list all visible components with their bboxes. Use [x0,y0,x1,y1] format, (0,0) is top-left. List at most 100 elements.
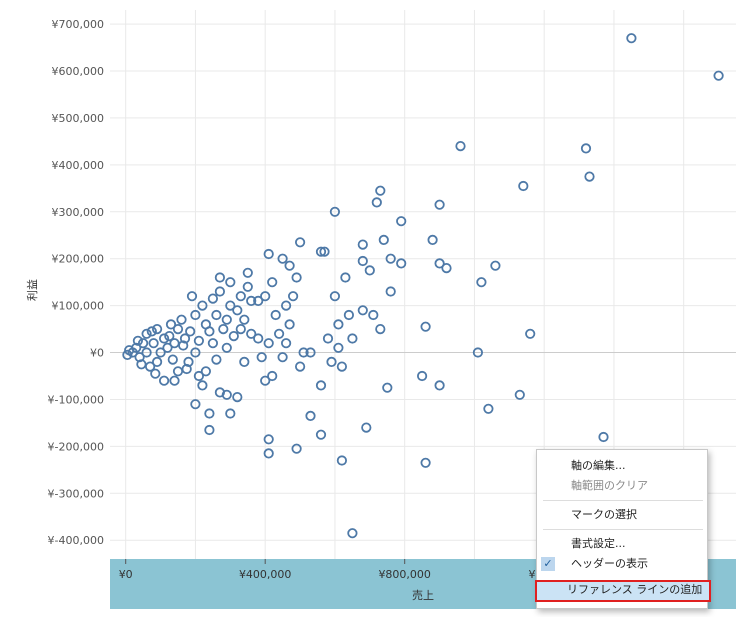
scatter-point[interactable] [319,246,330,257]
scatter-point[interactable] [141,328,152,339]
scatter-point[interactable] [214,272,225,283]
menu-item-add-reference-line[interactable]: リファレンス ラインの追加 [535,580,711,602]
scatter-point[interactable] [518,180,529,192]
scatter-point[interactable] [178,340,189,351]
scatter-point[interactable] [416,370,428,382]
scatter-point[interactable] [441,262,452,274]
scatter-point[interactable] [141,347,152,358]
scatter-point[interactable] [214,286,225,297]
scatter-point[interactable] [525,328,536,339]
context-menu[interactable]: 軸の編集... 軸範囲のクリア マークの選択 書式設定... ✓ ヘッダーの表示… [535,449,711,609]
scatter-point[interactable] [305,410,316,421]
scatter-point[interactable] [329,206,340,217]
scatter-point[interactable] [169,375,180,386]
menu-item-select-marks[interactable]: マークの選択 [571,508,637,521]
scatter-point[interactable] [193,370,204,382]
scatter-point[interactable] [305,347,316,358]
menu-item-edit-axis[interactable]: 軸の編集... [571,459,626,472]
scatter-point[interactable] [340,272,351,283]
scatter-point[interactable] [239,356,250,367]
scatter-point[interactable] [204,408,215,419]
scatter-point[interactable] [235,291,246,302]
scatter-point[interactable] [235,323,246,335]
menu-item-format[interactable]: 書式設定... [571,537,626,550]
scatter-point[interactable] [713,70,724,81]
scatter-point[interactable] [284,260,295,271]
scatter-point[interactable] [242,281,253,292]
scatter-point[interactable] [375,323,386,335]
scatter-point[interactable] [190,399,201,410]
scatter-point[interactable] [162,342,173,353]
scatter-point[interactable] [181,363,192,375]
scatter-point[interactable] [284,319,295,330]
scatter-point[interactable] [159,333,170,344]
scatter-point[interactable] [239,314,250,325]
scatter-point[interactable] [207,338,218,349]
scatter-point[interactable] [291,443,302,454]
scatter-point[interactable] [207,293,218,304]
scatter-point[interactable] [322,333,334,344]
scatter-point[interactable] [298,347,309,358]
scatter-point[interactable] [315,429,327,440]
scatter-point[interactable] [277,352,288,363]
scatter-point[interactable] [225,277,236,288]
scatter-point[interactable] [225,300,236,311]
scatter-point[interactable] [152,356,163,367]
scatter-point[interactable] [396,258,407,269]
scatter-point[interactable] [167,354,178,365]
scatter-point[interactable] [291,272,302,283]
scatter-point[interactable] [294,361,306,372]
scatter-point[interactable] [490,260,501,271]
scatter-point[interactable] [472,347,483,358]
scatter-point[interactable] [361,422,372,433]
scatter-point[interactable] [267,370,278,382]
scatter-point[interactable] [263,248,274,260]
scatter-point[interactable] [420,321,431,332]
scatter-point[interactable] [434,258,445,269]
scatter-point[interactable] [185,326,196,337]
scatter-point[interactable] [396,216,407,227]
scatter-point[interactable] [146,326,157,337]
scatter-point[interactable] [357,239,368,250]
scatter-point[interactable] [204,326,215,337]
scatter-point[interactable] [382,382,393,393]
scatter-point[interactable] [280,338,292,349]
scatter-point[interactable] [326,356,337,367]
scatter-point[interactable] [218,323,229,335]
scatter-point[interactable] [150,368,161,379]
scatter-point[interactable] [455,141,466,152]
scatter-point[interactable] [122,349,133,360]
scatter-point[interactable] [172,366,184,377]
scatter-point[interactable] [598,431,609,443]
scatter-point[interactable] [357,255,368,267]
scatter-point[interactable] [420,457,431,468]
scatter-point[interactable] [580,143,592,154]
scatter-point[interactable] [138,338,149,349]
scatter-point[interactable] [364,265,375,276]
scatter-point[interactable] [336,455,347,466]
scatter-point[interactable] [434,380,445,391]
scatter-point[interactable] [294,237,306,248]
scatter-point[interactable] [385,286,396,297]
scatter-point[interactable] [197,380,208,391]
scatter-point[interactable] [253,333,264,344]
scatter-point[interactable] [347,528,358,539]
scatter-point[interactable] [263,448,274,459]
scatter-point[interactable] [190,309,201,321]
scatter-point[interactable] [211,354,222,365]
scatter-point[interactable] [183,356,194,367]
scatter-point[interactable] [155,347,166,358]
scatter-point[interactable] [315,380,327,391]
scatter-point[interactable] [253,295,264,306]
scatter-point[interactable] [179,333,191,344]
y-axis[interactable]: ¥700,000 ¥600,000 ¥500,000 ¥400,000 ¥300,000… [48,18,104,547]
scatter-point[interactable] [159,375,170,386]
scatter-point[interactable] [263,338,274,349]
scatter-point[interactable] [260,375,271,386]
scatter-point[interactable] [626,33,637,44]
scatter-point[interactable] [148,338,159,349]
scatter-point[interactable] [200,366,211,377]
scatter-point[interactable] [371,197,382,208]
scatter-point[interactable] [343,309,354,321]
scatter-point[interactable] [329,291,340,302]
